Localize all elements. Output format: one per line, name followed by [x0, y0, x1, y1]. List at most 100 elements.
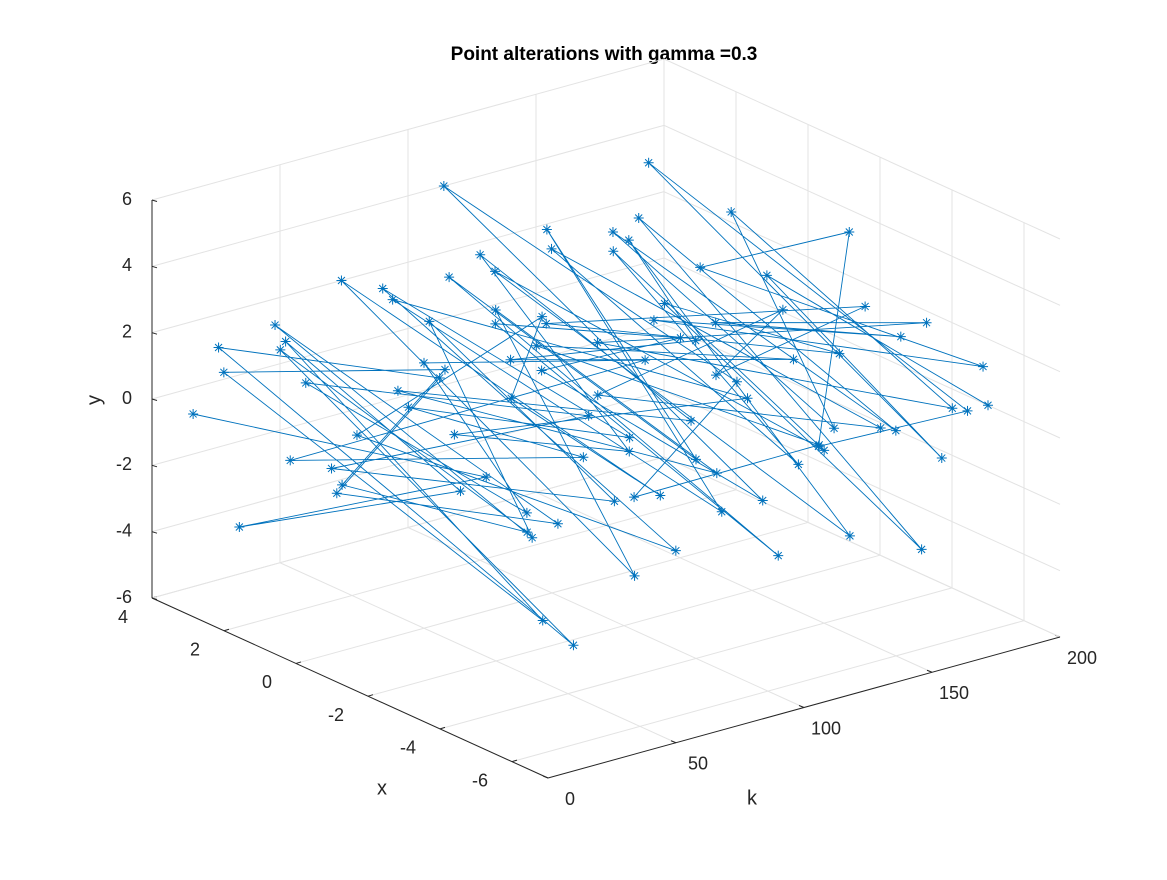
k-tick-label: 200 [1067, 648, 1097, 668]
grid-line [439, 587, 953, 730]
tick-mark [670, 740, 677, 744]
data-marker [536, 365, 547, 376]
y-tick-label: 4 [122, 255, 132, 275]
data-marker [583, 410, 594, 421]
data-marker [424, 316, 435, 327]
data-marker [275, 344, 286, 355]
data-marker [213, 342, 224, 353]
data-marker [537, 615, 548, 626]
grid-line [295, 521, 809, 664]
data-marker [568, 640, 579, 651]
data-marker [773, 550, 784, 561]
data-marker [188, 408, 199, 419]
data-marker [326, 463, 337, 474]
data-marker [860, 301, 871, 312]
tick-mark [511, 759, 518, 763]
data-marker [541, 224, 552, 235]
tick-mark [223, 628, 230, 632]
data-marker [609, 496, 620, 507]
x-tick-label: -2 [328, 705, 344, 725]
data-marker [331, 488, 342, 499]
data-marker [978, 361, 989, 372]
data-marker [377, 283, 388, 294]
data-marker [592, 390, 603, 401]
data-marker [695, 262, 706, 273]
y-tick-label: 6 [122, 189, 132, 209]
data-marker [921, 317, 932, 328]
data-marker [793, 459, 804, 470]
k-tick-label: 0 [565, 789, 575, 809]
data-marker [731, 376, 742, 387]
k-tick-label: 50 [688, 754, 708, 774]
data-marker [475, 249, 486, 260]
grid-line [663, 323, 1061, 505]
data-marker [690, 335, 701, 346]
tick-mark [926, 669, 933, 673]
grid-line [407, 527, 805, 708]
data-marker [449, 429, 460, 440]
data-marker [592, 337, 603, 348]
x-tick-label: 2 [190, 639, 200, 659]
data-marker [629, 492, 640, 503]
data-marker [392, 385, 403, 396]
data-marker [455, 486, 466, 497]
grid-line [151, 191, 665, 334]
data-marker [270, 320, 281, 331]
data-marker [552, 518, 563, 529]
tick-mark [295, 661, 302, 664]
grid-line [279, 562, 677, 744]
x-tick-label: 4 [118, 607, 128, 627]
data-marker [819, 445, 830, 456]
data-marker [648, 315, 659, 326]
grid-line [663, 58, 1061, 240]
grid-line [223, 489, 737, 632]
data-marker [777, 304, 788, 315]
k-tick-label: 100 [811, 718, 841, 738]
k-tick-label: 150 [939, 683, 969, 703]
data-marker [522, 527, 533, 538]
data-marker [711, 370, 721, 381]
data-marker [895, 331, 906, 342]
data-marker [670, 545, 681, 556]
tick-mark [439, 726, 446, 730]
data-marker [578, 452, 589, 463]
tick-mark [151, 531, 158, 534]
axis-line [547, 636, 1061, 779]
data-marker [607, 227, 618, 237]
tick-mark [151, 398, 158, 401]
data-marker [726, 206, 737, 217]
data-marker [218, 367, 229, 378]
data-marker [336, 275, 347, 286]
chart-title: Point alterations with gamma =0.3 [451, 44, 758, 65]
data-marker [813, 441, 824, 452]
data-line [193, 162, 989, 646]
grid-line [367, 554, 881, 697]
tick-mark [151, 464, 158, 468]
data-marker [829, 423, 840, 434]
data-marker [439, 364, 450, 375]
data-marker [546, 243, 557, 254]
data-marker [285, 455, 296, 466]
data-marker [844, 530, 855, 541]
data-marker [947, 403, 958, 414]
data-marker [742, 393, 753, 404]
data-marker [481, 472, 492, 483]
grid-line [663, 124, 1061, 306]
data-marker [629, 570, 640, 581]
data-marker [834, 348, 845, 359]
x-axis-label: x [377, 777, 387, 799]
data-marker [234, 521, 245, 532]
x-tick-label: 0 [262, 672, 272, 692]
x-tick-label: -6 [472, 770, 488, 790]
grid-line [663, 257, 1061, 439]
data-marker [962, 405, 973, 416]
data-marker [351, 430, 362, 441]
data-marker [505, 354, 516, 365]
data-marker [675, 332, 686, 343]
data-marker [438, 180, 449, 191]
tick-mark [151, 199, 158, 202]
tick-mark [151, 332, 158, 335]
data-marker [527, 532, 538, 543]
axis-line [151, 597, 549, 779]
